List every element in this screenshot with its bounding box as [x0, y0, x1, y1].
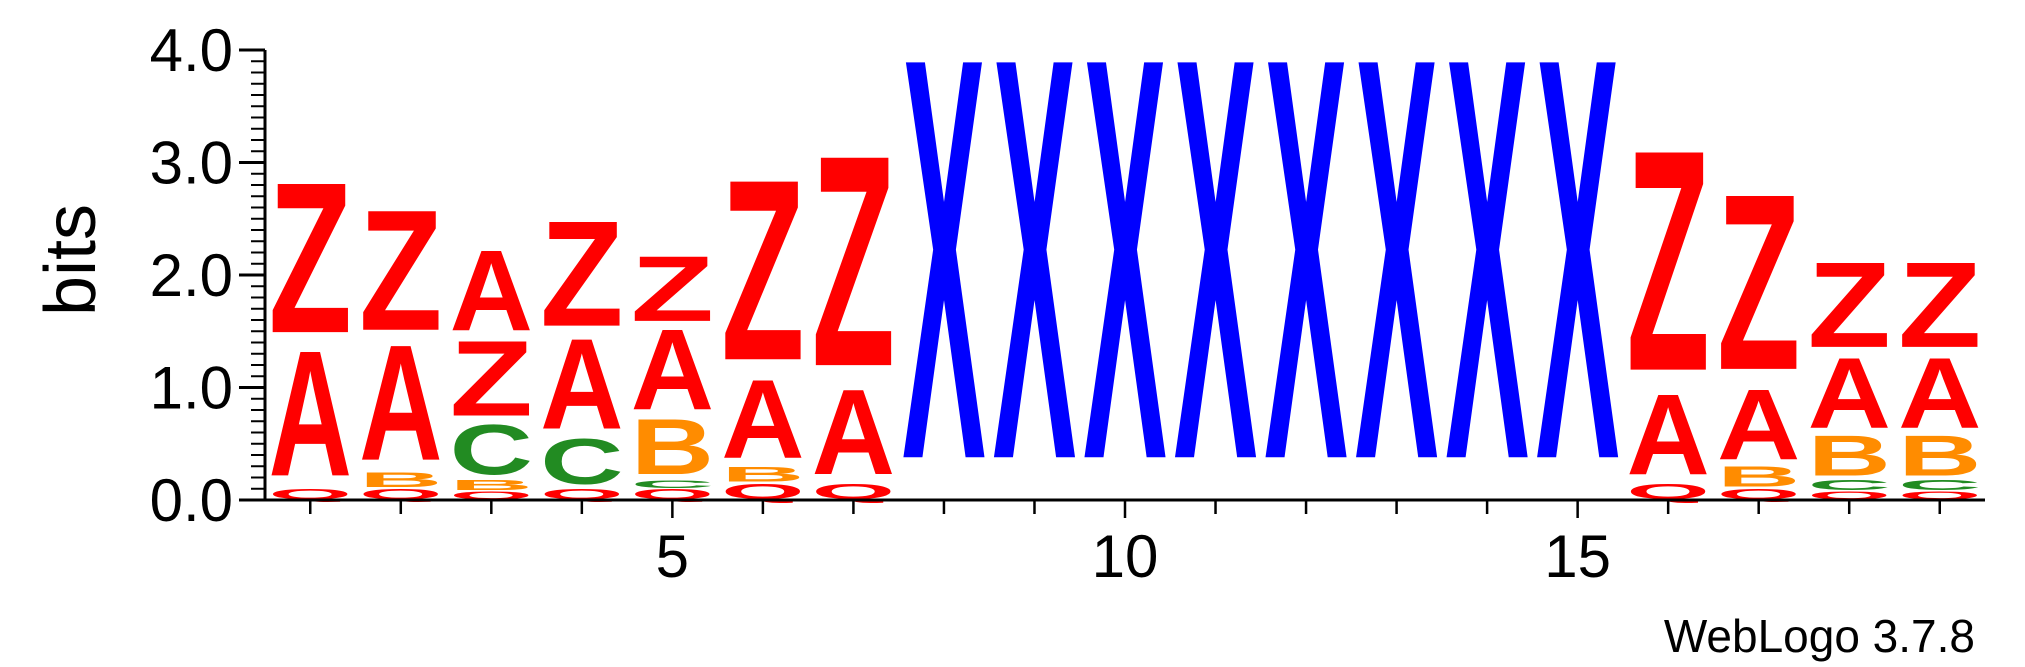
- logo-letter-x-pos-14: X: [1445, 0, 1529, 580]
- y-tick-label: 0.0: [150, 467, 233, 534]
- logo-letter-q-pos-2: Q: [359, 486, 442, 502]
- logo-letter-z-pos-16: Z: [1627, 84, 1710, 437]
- logo-letter-z-pos-6: Z: [721, 125, 804, 414]
- logo-letter-b-pos-6: B: [721, 462, 804, 486]
- logo-letter-x-pos-13: X: [1355, 0, 1439, 580]
- logo-letter-q-pos-7: Q: [812, 479, 895, 503]
- x-tick-label: 15: [1544, 523, 1611, 590]
- x-tick-label: 10: [1092, 523, 1159, 590]
- x-tick-label: 5: [656, 523, 689, 590]
- y-tick-label: 3.0: [150, 130, 233, 197]
- logo-letter-q-pos-5: Q: [631, 486, 714, 502]
- logo-letter-b-pos-5: B: [631, 403, 714, 491]
- logo-letter-x-pos-8: X: [902, 0, 986, 580]
- logo-letter-z-pos-4: Z: [540, 190, 623, 358]
- logo-letter-q-pos-1: Q: [269, 486, 352, 502]
- logo-letter-a-pos-7: A: [812, 365, 895, 501]
- logo-letter-q-pos-17: Q: [1717, 486, 1800, 502]
- logo-letter-c-pos-19: C: [1898, 477, 1981, 493]
- y-tick-label: 2.0: [150, 242, 233, 309]
- y-tick-label: 4.0: [150, 17, 233, 84]
- logo-letter-c-pos-5: C: [631, 478, 714, 491]
- logo-letter-b-pos-18: B: [1808, 424, 1891, 488]
- logo-letter-c-pos-4: C: [540, 425, 623, 498]
- y-tick-label: 1.0: [150, 355, 233, 422]
- logo-letter-z-pos-3: Z: [450, 319, 533, 439]
- logo-letter-b-pos-17: B: [1717, 461, 1800, 493]
- logo-letter-x-pos-10: X: [1083, 0, 1167, 580]
- logo-letter-a-pos-5: A: [631, 307, 714, 435]
- logo-letter-a-pos-1: A: [269, 314, 352, 514]
- logo-letter-q-pos-16: Q: [1627, 479, 1710, 503]
- logo-letter-z-pos-2: Z: [359, 173, 442, 366]
- logo-letter-a-pos-19: A: [1898, 336, 1981, 448]
- logo-letter-z-pos-1: Z: [269, 139, 352, 379]
- logo-letter-z-pos-5: Z: [631, 236, 714, 341]
- logo-letter-q-pos-6: Q: [721, 479, 804, 503]
- logo-letter-b-pos-2: B: [359, 468, 442, 492]
- logo-letter-a-pos-17: A: [1717, 368, 1800, 480]
- logo-letter-x-pos-15: X: [1536, 0, 1620, 580]
- logo-letter-x-pos-12: X: [1264, 0, 1348, 580]
- logo-letter-x-pos-9: X: [993, 0, 1077, 580]
- logo-letter-x-pos-11: X: [1174, 0, 1258, 580]
- logo-letter-c-pos-3: C: [450, 410, 533, 490]
- logo-letter-a-pos-18: A: [1808, 336, 1891, 448]
- y-axis-title: bits: [31, 204, 111, 316]
- logo-letter-z-pos-18: Z: [1808, 238, 1891, 374]
- logo-letter-z-pos-17: Z: [1717, 141, 1800, 422]
- logo-letter-q-pos-4: Q: [540, 486, 623, 502]
- logo-letter-b-pos-3: B: [450, 477, 533, 493]
- logo-letter-z-pos-7: Z: [812, 92, 895, 430]
- logo-letter-c-pos-18: C: [1808, 477, 1891, 493]
- logo-letter-z-pos-19: Z: [1898, 238, 1981, 374]
- logo-letter-a-pos-3: A: [450, 228, 533, 356]
- logo-letter-a-pos-4: A: [540, 311, 623, 456]
- logo-letter-b-pos-19: B: [1898, 424, 1981, 488]
- logo-letter-a-pos-2: A: [359, 311, 442, 495]
- weblogo-credit: WebLogo 3.7.8: [1664, 610, 1975, 662]
- logo-axes: 0.0 1.0 2.0 3.0 4.0 5 10 15: [150, 17, 1985, 590]
- logo-letter-a-pos-16: A: [1627, 372, 1710, 500]
- logo-letter-a-pos-6: A: [721, 357, 804, 482]
